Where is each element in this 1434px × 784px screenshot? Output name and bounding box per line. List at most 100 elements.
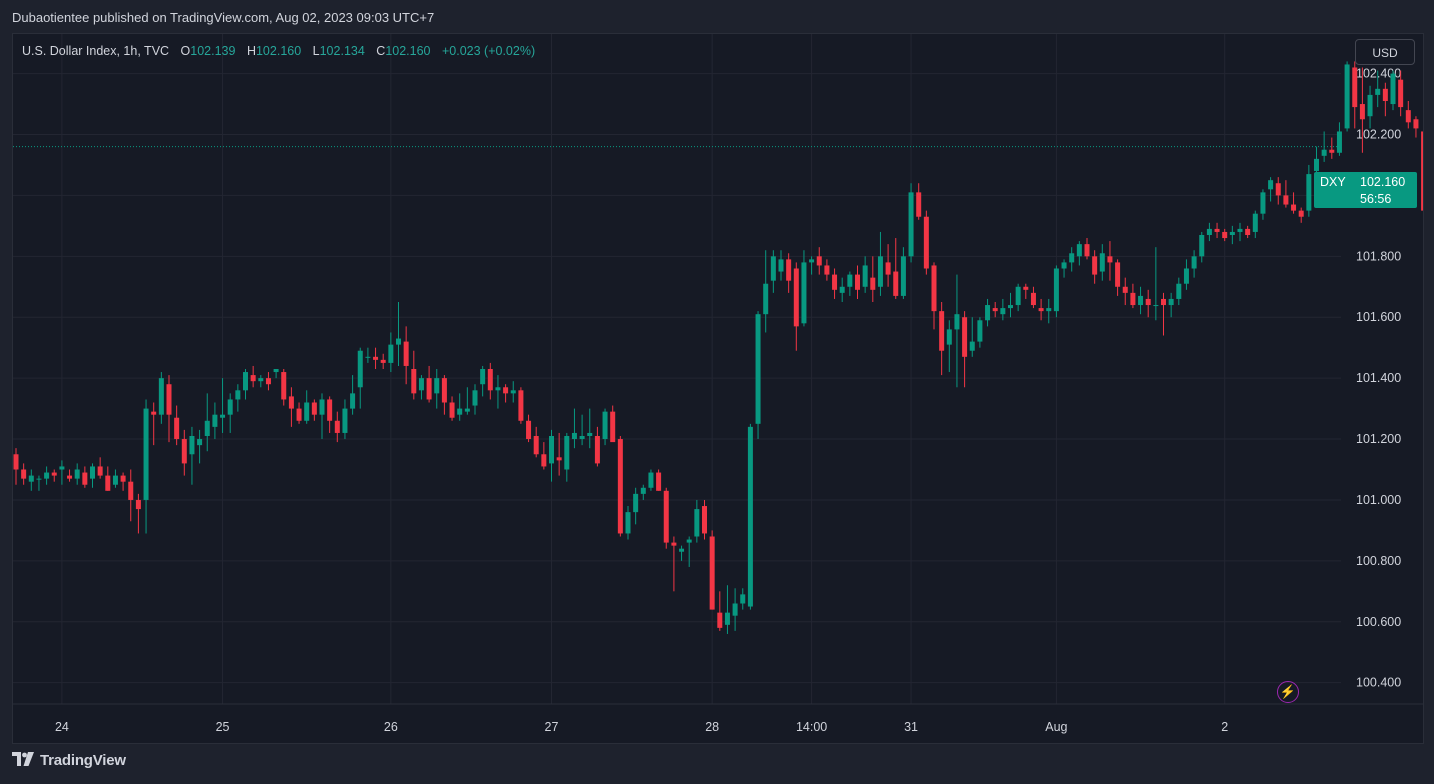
candle-body [1314,158,1319,172]
x-tick-label: 25 [216,720,230,734]
candle-body [809,259,815,263]
candle-body [702,506,707,534]
candle-body [1199,235,1205,257]
candle-body [900,256,906,296]
candle-body [1229,231,1235,235]
candle-body [1206,228,1212,235]
candle-body [457,408,463,415]
candle-body [21,469,27,479]
candle-body [1168,298,1174,306]
candle-body [747,426,753,607]
candle-body [1008,305,1013,309]
tradingview-logo-icon [12,752,34,770]
candle-body [518,390,524,421]
candle-body [648,472,654,488]
candle-body [870,277,876,290]
candle-body [839,286,845,293]
candle-body [449,402,455,418]
candle-body [158,378,164,415]
candle-body [13,454,19,470]
candle-body [1306,174,1312,211]
candle-body [1069,253,1075,263]
candle-body [541,454,547,467]
candle-body [640,487,646,494]
lightning-bolt-icon[interactable]: ⚡ [1277,681,1299,703]
candle-body [258,378,264,382]
y-tick-label: 101.400 [1356,371,1401,385]
candle-body [625,512,631,534]
series-legend: U.S. Dollar Index, 1h, TVC O102.139 H102… [22,44,535,58]
candle-body [36,478,42,480]
candle-body [204,420,210,436]
candle-body [1084,244,1090,257]
y-tick-label: 100.800 [1356,554,1401,568]
candle-body [90,466,95,479]
candle-body [227,399,233,415]
candle-body [342,408,348,433]
candle-body [549,436,554,464]
candle-body [1245,228,1251,235]
candle-body [962,317,968,357]
y-tick-label: 100.400 [1356,676,1401,690]
candle-body [220,414,226,418]
candle-body [1138,295,1144,306]
candle-body [579,436,585,440]
high-label: H [246,44,256,58]
candle-body [556,457,562,461]
candle-body [503,387,509,394]
candle-body [235,390,241,400]
candle-body [212,414,218,427]
last-price-tag: DXY 102.160 56:56 [1314,172,1417,208]
chart-pane[interactable]: 102.400102.200102.000101.800101.600101.4… [12,33,1424,744]
candle-body [1130,292,1136,306]
x-tick-label: 14:00 [796,720,827,734]
candle-body [128,481,134,500]
price-tag-symbol: DXY [1320,175,1346,189]
candle-body [816,256,822,266]
candle-body [1336,131,1342,153]
candle-body [885,262,891,275]
candle-body [801,262,807,324]
candle-body [663,490,669,543]
candle-body [832,274,838,290]
candle-body [1153,305,1159,307]
candle-body [28,475,34,482]
candlestick-chart[interactable]: 102.400102.200102.000101.800101.600101.4… [13,34,1423,743]
candle-body [166,384,172,415]
tradingview-footer: TradingView [12,752,126,776]
candle-body [1046,308,1052,312]
candle-body [1413,119,1419,129]
candle-body [908,192,914,257]
y-tick-label: 101.800 [1356,249,1401,263]
candle-body [243,372,248,391]
candle-body [1161,298,1166,306]
candle-body [1000,308,1006,315]
open-label: O [180,44,191,58]
candle-body [319,399,325,415]
candle-body [189,436,195,455]
candle-body [281,372,287,400]
x-tick-label: 2 [1221,720,1228,734]
close-value: 102.160 [385,44,431,58]
candle-body [977,320,983,342]
candle-body [151,411,157,415]
candle-body [273,369,279,373]
x-tick-label: Aug [1045,720,1067,734]
candle-body [1191,256,1197,269]
currency-button[interactable]: USD [1355,39,1415,65]
candle-body [357,350,363,388]
candle-body [181,439,187,464]
candle-body [571,432,577,440]
candle-body [480,369,486,385]
candle-body [916,192,922,217]
candle-body [143,408,149,500]
price-tag-price: 102.160 [1360,175,1406,189]
candle-body [487,369,493,391]
candle-body [694,509,700,537]
candle-body [1038,308,1044,312]
close-label: C [376,44,386,58]
candle-body [1015,286,1021,306]
candle-body [526,420,532,440]
candle-body [946,329,952,345]
candle-body [67,475,73,479]
